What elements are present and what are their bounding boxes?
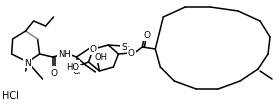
Text: O: O bbox=[90, 45, 97, 54]
Text: S: S bbox=[122, 42, 127, 51]
Text: O: O bbox=[128, 49, 135, 58]
Text: HO: HO bbox=[66, 62, 79, 71]
Text: Cl: Cl bbox=[72, 67, 81, 76]
Text: OH: OH bbox=[95, 53, 108, 62]
Text: N: N bbox=[24, 58, 31, 67]
Text: HCl: HCl bbox=[2, 90, 19, 100]
Text: NH: NH bbox=[58, 50, 71, 59]
Text: O: O bbox=[50, 68, 57, 77]
Text: O: O bbox=[144, 31, 151, 40]
